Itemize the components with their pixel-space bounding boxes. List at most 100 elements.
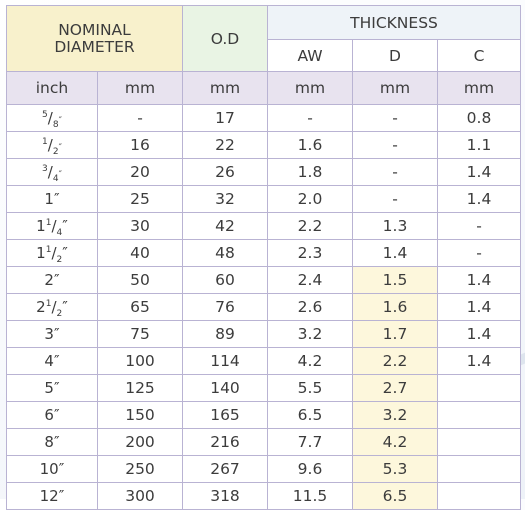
cell-c: 1.4 bbox=[436, 158, 522, 186]
cell-mm: 250 bbox=[97, 455, 183, 483]
units-row: inch mm mm mm mm mm bbox=[6, 71, 522, 105]
inch-whole: 12 bbox=[39, 487, 59, 505]
cell-c: - bbox=[436, 239, 522, 267]
cell-aw: 4.2 bbox=[267, 347, 353, 375]
cell-d: - bbox=[352, 185, 438, 213]
table-row: 6″ 150 165 6.5 3.2 bbox=[6, 401, 522, 429]
cell-d: 3.2 bbox=[352, 401, 438, 429]
cell-mm: 20 bbox=[97, 158, 183, 186]
fraction-slash: / bbox=[51, 298, 57, 316]
cell-aw: 3.2 bbox=[267, 320, 353, 348]
cell-aw: 1.8 bbox=[267, 158, 353, 186]
cell-od: 22 bbox=[182, 131, 268, 159]
inch-mark: ″ bbox=[53, 352, 60, 370]
cell-d: 4.2 bbox=[352, 428, 438, 456]
cell-mm: 16 bbox=[97, 131, 183, 159]
table-row: 21/2″ 65 76 2.6 1.6 1.4 bbox=[6, 293, 522, 321]
cell-inch: 11/2″ bbox=[6, 239, 98, 267]
cell-inch: 6″ bbox=[6, 401, 98, 429]
cell-mm: 30 bbox=[97, 212, 183, 240]
cell-inch: 5″ bbox=[6, 374, 98, 402]
header-aw: AW bbox=[267, 39, 353, 72]
table-row: 8″ 200 216 7.7 4.2 bbox=[6, 428, 522, 456]
cell-aw: 2.4 bbox=[267, 266, 353, 294]
fraction-slash: / bbox=[47, 163, 53, 181]
cell-c bbox=[436, 455, 522, 483]
table-row: 1/2″ 16 22 1.6-1.1 bbox=[6, 131, 522, 159]
table-row: 3/4″ 20 26 1.8-1.4 bbox=[6, 158, 522, 186]
cell-inch: 3″ bbox=[6, 320, 98, 348]
cell-aw: - bbox=[267, 104, 353, 132]
cell-od: 140 bbox=[182, 374, 268, 402]
inch-whole: 10 bbox=[39, 460, 59, 478]
table-row: 2″ 50 60 2.4 1.5 1.4 bbox=[6, 266, 522, 294]
fraction-slash: / bbox=[47, 136, 53, 154]
cell-c: 1.4 bbox=[436, 185, 522, 213]
cell-inch: 5/8″ bbox=[6, 104, 98, 132]
cell-mm: 200 bbox=[97, 428, 183, 456]
inch-whole: 1 bbox=[36, 244, 46, 262]
cell-mm: 40 bbox=[97, 239, 183, 267]
cell-d: - bbox=[352, 131, 438, 159]
header-thickness: THICKNESS bbox=[266, 5, 522, 40]
unit-mm: mm bbox=[97, 71, 183, 105]
cell-d: 1.3 bbox=[352, 212, 438, 240]
cell-c: - bbox=[436, 212, 522, 240]
table-row: 12″ 300 318 11.5 6.5 bbox=[6, 482, 522, 510]
cell-aw: 2.2 bbox=[267, 212, 353, 240]
inch-whole: 4 bbox=[44, 352, 54, 370]
cell-mm: 50 bbox=[97, 266, 183, 294]
cell-inch: 3/4″ bbox=[6, 158, 98, 186]
cell-mm: 125 bbox=[97, 374, 183, 402]
cell-mm: 25 bbox=[97, 185, 183, 213]
cell-c bbox=[436, 482, 522, 510]
cell-od: 89 bbox=[182, 320, 268, 348]
cell-aw: 1.6 bbox=[267, 131, 353, 159]
inch-whole: 6 bbox=[44, 406, 54, 424]
inch-whole: 2 bbox=[36, 298, 46, 316]
pipe-spec-table: NOMINAL DIAMETER O.D THICKNESS AW D C in… bbox=[6, 5, 522, 510]
cell-aw: 7.7 bbox=[267, 428, 353, 456]
cell-od: 42 bbox=[182, 212, 268, 240]
inch-denominator: 2 bbox=[52, 147, 59, 157]
inch-whole: 1 bbox=[36, 217, 46, 235]
cell-od: 114 bbox=[182, 347, 268, 375]
cell-d: 1.4 bbox=[352, 239, 438, 267]
cell-inch: 10″ bbox=[6, 455, 98, 483]
cell-aw: 2.3 bbox=[267, 239, 353, 267]
cell-inch: 4″ bbox=[6, 347, 98, 375]
cell-c: 1.4 bbox=[436, 320, 522, 348]
cell-inch: 1/2″ bbox=[6, 131, 98, 159]
cell-inch: 1″ bbox=[6, 185, 98, 213]
cell-od: 26 bbox=[182, 158, 268, 186]
cell-aw: 5.5 bbox=[267, 374, 353, 402]
table-row: 10″ 250 267 9.6 5.3 bbox=[6, 455, 522, 483]
cell-d: - bbox=[352, 104, 438, 132]
cell-inch: 21/2″ bbox=[6, 293, 98, 321]
cell-c bbox=[436, 428, 522, 456]
inch-mark: ″ bbox=[62, 298, 68, 316]
header-od: O.D bbox=[182, 5, 268, 72]
unit-od-mm: mm bbox=[182, 71, 268, 105]
cell-mm: 150 bbox=[97, 401, 183, 429]
fraction-slash: / bbox=[47, 109, 53, 127]
inch-mark: ″ bbox=[53, 433, 60, 451]
cell-mm: 100 bbox=[97, 347, 183, 375]
inch-numerator: 1 bbox=[45, 299, 52, 309]
cell-d: - bbox=[352, 158, 438, 186]
cell-mm: 300 bbox=[97, 482, 183, 510]
cell-c bbox=[436, 374, 522, 402]
cell-od: 216 bbox=[182, 428, 268, 456]
cell-c: 1.1 bbox=[436, 131, 522, 159]
table-row: 5″ 125 140 5.5 2.7 bbox=[6, 374, 522, 402]
table-row: 11/2″ 40 48 2.3 1.4- bbox=[6, 239, 522, 267]
cell-od: 76 bbox=[182, 293, 268, 321]
cell-od: 48 bbox=[182, 239, 268, 267]
cell-d: 1.6 bbox=[352, 293, 438, 321]
cell-aw: 2.6 bbox=[267, 293, 353, 321]
table-row: 4″ 100 114 4.2 2.2 1.4 bbox=[6, 347, 522, 375]
inch-whole: 2 bbox=[44, 271, 54, 289]
cell-od: 32 bbox=[182, 185, 268, 213]
inch-denominator: 4 bbox=[56, 228, 63, 238]
cell-d: 1.7 bbox=[352, 320, 438, 348]
